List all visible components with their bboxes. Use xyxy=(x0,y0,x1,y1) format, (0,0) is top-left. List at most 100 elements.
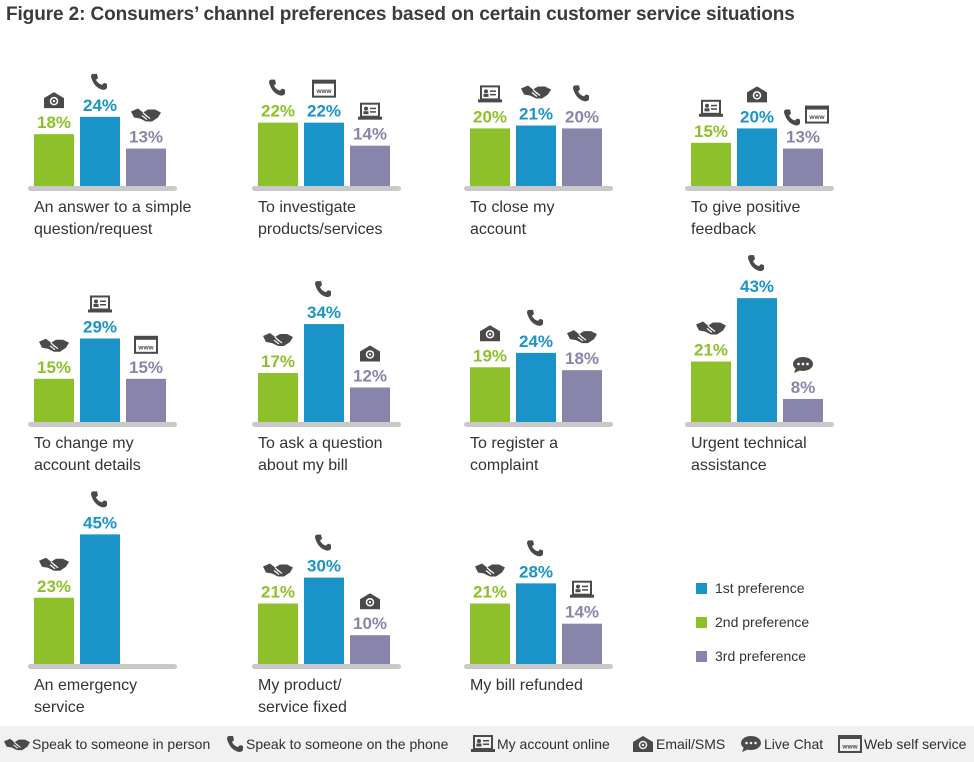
key-label-phone: Speak to someone on the phone xyxy=(246,736,449,752)
category-label: service fixed xyxy=(258,699,347,716)
phone-icon xyxy=(91,73,107,90)
legend-label-second: 2nd preference xyxy=(715,614,809,630)
value-label: 19% xyxy=(473,346,507,365)
svg-text:www: www xyxy=(137,344,154,351)
bar-first xyxy=(304,577,344,664)
category-label: An emergency xyxy=(34,677,137,694)
panel-baseline xyxy=(28,664,177,669)
panel: 21% 30% 10% My product/service fixed xyxy=(252,534,401,716)
category-label: service xyxy=(34,699,85,716)
category-label: complaint xyxy=(470,457,539,474)
laptop-icon xyxy=(471,735,495,752)
handshake-icon xyxy=(263,333,293,347)
svg-text:www: www xyxy=(315,88,332,95)
phone-icon xyxy=(315,281,331,298)
key-label-person: Speak to someone in person xyxy=(32,736,211,752)
bar-first xyxy=(737,298,777,422)
svg-text:www: www xyxy=(841,744,858,751)
phone-icon xyxy=(573,85,589,102)
channel-key: Speak to someone in person Speak to some… xyxy=(0,726,974,762)
handshake-icon xyxy=(39,557,69,571)
laptop-icon xyxy=(358,102,382,120)
phone-icon xyxy=(227,736,243,752)
key-item-web: www Web self service xyxy=(838,734,966,754)
bar-third xyxy=(350,387,390,422)
category-label: about my bill xyxy=(258,457,348,474)
category-label: To give positive xyxy=(691,199,800,216)
value-label: 15% xyxy=(129,358,163,377)
value-label: 8% xyxy=(791,378,816,397)
phone-icon xyxy=(784,109,800,126)
category-label: To ask a question xyxy=(258,435,383,452)
bar-first xyxy=(80,116,120,186)
phone-icon xyxy=(527,309,543,326)
bar-first xyxy=(516,125,556,186)
key-label-web: Web self service xyxy=(864,736,967,752)
bar-third xyxy=(783,398,823,422)
panel-baseline xyxy=(685,186,834,191)
panel: 20% 21% 20% To close my account xyxy=(464,85,613,238)
category-label: assistance xyxy=(691,457,767,474)
category-label: products/services xyxy=(258,221,383,238)
category-label: My bill refunded xyxy=(470,677,583,694)
value-label: 20% xyxy=(740,107,774,126)
email-icon xyxy=(747,86,767,103)
laptop-icon xyxy=(570,580,594,598)
bar-first xyxy=(80,534,120,664)
phone-icon xyxy=(315,534,331,551)
value-label: 20% xyxy=(565,107,599,126)
value-label: 13% xyxy=(129,128,163,147)
bar-second xyxy=(691,361,731,422)
panel-baseline xyxy=(28,422,177,427)
bar-second xyxy=(258,373,298,422)
key-item-chat: Live Chat xyxy=(740,734,823,754)
value-label: 10% xyxy=(353,614,387,633)
key-label-email: Email/SMS xyxy=(656,736,726,752)
value-label: 12% xyxy=(353,366,387,385)
chart-title: Figure 2: Consumers’ channel preferences… xyxy=(6,4,795,25)
panel: 15% 29% 15% www To change my account details xyxy=(28,295,177,474)
panel-baseline xyxy=(252,664,401,669)
category-label: To change my xyxy=(34,435,134,452)
laptop-icon xyxy=(88,295,112,313)
bar-second xyxy=(691,142,731,186)
category-label: To investigate xyxy=(258,199,356,216)
handshake-icon xyxy=(475,563,505,577)
value-label: 21% xyxy=(694,341,728,360)
bar-third xyxy=(783,148,823,186)
phone-icon xyxy=(527,540,543,557)
panel: 17% 34% 12% To ask a question about my bill xyxy=(252,281,401,474)
key-item-email: Email/SMS xyxy=(632,734,725,754)
bar-second xyxy=(470,367,510,422)
value-label: 20% xyxy=(473,107,507,126)
bar-third xyxy=(562,128,602,186)
phone-icon xyxy=(91,491,107,508)
panel-baseline xyxy=(252,186,401,191)
bar-second xyxy=(258,603,298,664)
panel-baseline xyxy=(685,422,834,427)
web-icon: www xyxy=(838,735,862,753)
bar-first xyxy=(304,324,344,422)
bar-first xyxy=(304,122,344,186)
value-label: 22% xyxy=(307,102,341,121)
email-icon xyxy=(480,325,500,342)
panel-baseline xyxy=(252,422,401,427)
category-label: Urgent technical xyxy=(691,435,807,452)
category-label: To close my xyxy=(470,199,554,216)
bar-first xyxy=(80,338,120,422)
key-item-person: Speak to someone in person xyxy=(4,734,210,754)
chart-area: 18% 24% 13% An answer to a simple question/r… xyxy=(28,73,834,716)
handshake-icon xyxy=(521,85,551,99)
bar-third xyxy=(350,635,390,664)
bar-first xyxy=(737,128,777,186)
panel-baseline xyxy=(464,664,613,669)
svg-text:www: www xyxy=(808,114,825,121)
panel: 19% 24% 18% To register a complaint xyxy=(464,309,613,474)
category-label: feedback xyxy=(691,221,757,238)
email-icon xyxy=(360,345,380,362)
value-label: 21% xyxy=(519,105,553,124)
value-label: 43% xyxy=(740,277,774,296)
value-label: 18% xyxy=(565,349,599,368)
category-label: My product/ xyxy=(258,677,342,694)
handshake-icon xyxy=(4,738,30,751)
